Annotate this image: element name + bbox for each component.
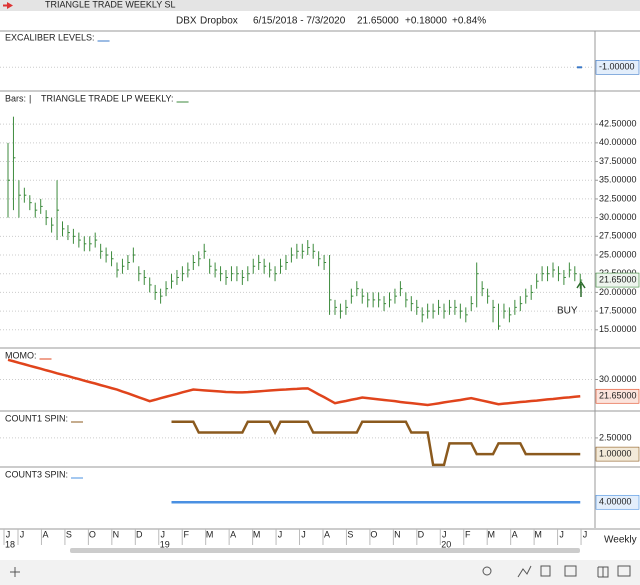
x-tick-label: J [442, 529, 447, 539]
pane-title: EXCALIBER LEVELS: [5, 32, 95, 42]
y-tick-label: 30.00000 [599, 374, 637, 384]
x-tick-label: A [324, 529, 330, 539]
book-button[interactable] [597, 566, 609, 578]
window-title: TRIANGLE TRADE WEEKLY SL [45, 0, 176, 9]
pane-title: COUNT1 SPIN: [5, 413, 68, 423]
company: Dropbox [200, 16, 238, 27]
last-value-label: 21.65000 [599, 274, 637, 284]
buy-annotation: BUY [557, 306, 578, 317]
x-tick-label: M [534, 529, 542, 539]
pane-title: MOMO: [5, 350, 37, 360]
y-tick-label: 37.50000 [599, 156, 637, 166]
last-value-label: -1.00000 [599, 62, 635, 72]
y-tick-label: 42.50000 [599, 119, 637, 129]
x-tick-label: J [6, 529, 11, 539]
series-line [7, 358, 581, 407]
x-tick-label: F [183, 529, 189, 539]
last-value-box [595, 494, 640, 510]
buy-arrow [576, 280, 586, 297]
y-tick-label: 40.00000 [599, 137, 637, 147]
year-label: 20 [441, 539, 451, 549]
x-tick-label: O [89, 529, 96, 539]
y-tick-label: 30.00000 [599, 212, 637, 222]
y-tick-label: 20.00000 [599, 287, 637, 297]
y-tick-label: 2.50000 [599, 432, 632, 442]
x-tick-label: N [113, 529, 120, 539]
x-tick-label: J [559, 529, 564, 539]
symbol: DBX [176, 16, 197, 27]
last-value-box [595, 272, 640, 288]
date-range: 6/15/2018 - 7/3/2020 [253, 16, 346, 27]
x-tick-label: A [42, 529, 48, 539]
x-tick-label: O [370, 529, 377, 539]
x-tick-label: J [583, 529, 588, 539]
x-tick-label: S [66, 529, 72, 539]
last-value-box [595, 388, 640, 404]
panel-button[interactable] [564, 565, 577, 577]
zoom-button[interactable] [482, 566, 492, 576]
x-tick-label: A [230, 529, 236, 539]
pane-title: COUNT3 SPIN: [5, 469, 68, 479]
x-tick-label: M [206, 529, 214, 539]
last-value-label: 4.00000 [599, 497, 632, 507]
x-tick-label: F [465, 529, 471, 539]
x-tick-label: D [136, 529, 143, 539]
series-line [171, 420, 581, 467]
x-tick-label: M [487, 529, 495, 539]
x-tick-label: A [512, 529, 518, 539]
quote-bar [0, 11, 640, 31]
title-bar [0, 0, 640, 11]
x-tick-label: J [301, 529, 306, 539]
change: +0.18000 [405, 16, 447, 27]
menu-arrow[interactable] [3, 2, 13, 9]
last-value-box [595, 60, 640, 75]
y-tick-label: 25.00000 [599, 249, 637, 259]
year-label: 19 [160, 539, 170, 549]
x-tick-label: J [20, 529, 25, 539]
pane-subtitle: TRIANGLE TRADE LP WEEKLY: [41, 93, 174, 103]
year-label: 18 [5, 539, 15, 549]
x-tick-label: D [418, 529, 425, 539]
period-label: Weekly [604, 535, 637, 546]
x-tick-label: S [347, 529, 353, 539]
toolbar [0, 560, 640, 585]
last-value-label: 21.65000 [599, 391, 637, 401]
y-tick-label: 35.00000 [599, 175, 637, 185]
last-value-label: 1.00000 [599, 448, 632, 458]
pane-title: Bars: [5, 93, 26, 103]
x-tick-label: M [253, 529, 261, 539]
change-pct: +0.84% [452, 16, 486, 27]
add-button[interactable] [10, 567, 20, 577]
draw-button[interactable] [517, 565, 532, 578]
last-value-box [595, 446, 640, 462]
y-tick-label: 27.50000 [599, 231, 637, 241]
y-tick-label: 17.50000 [599, 305, 637, 315]
bars-button[interactable] [540, 565, 551, 577]
y-tick-label: 15.00000 [599, 324, 637, 334]
scrollbar[interactable] [70, 548, 580, 553]
x-tick-label: J [161, 529, 166, 539]
last-price: 21.65000 [357, 16, 399, 27]
pane-separator: | [29, 93, 31, 103]
layout-button[interactable] [617, 565, 631, 577]
y-tick-label: 32.50000 [599, 193, 637, 203]
x-tick-label: J [278, 529, 283, 539]
x-tick-label: N [394, 529, 401, 539]
